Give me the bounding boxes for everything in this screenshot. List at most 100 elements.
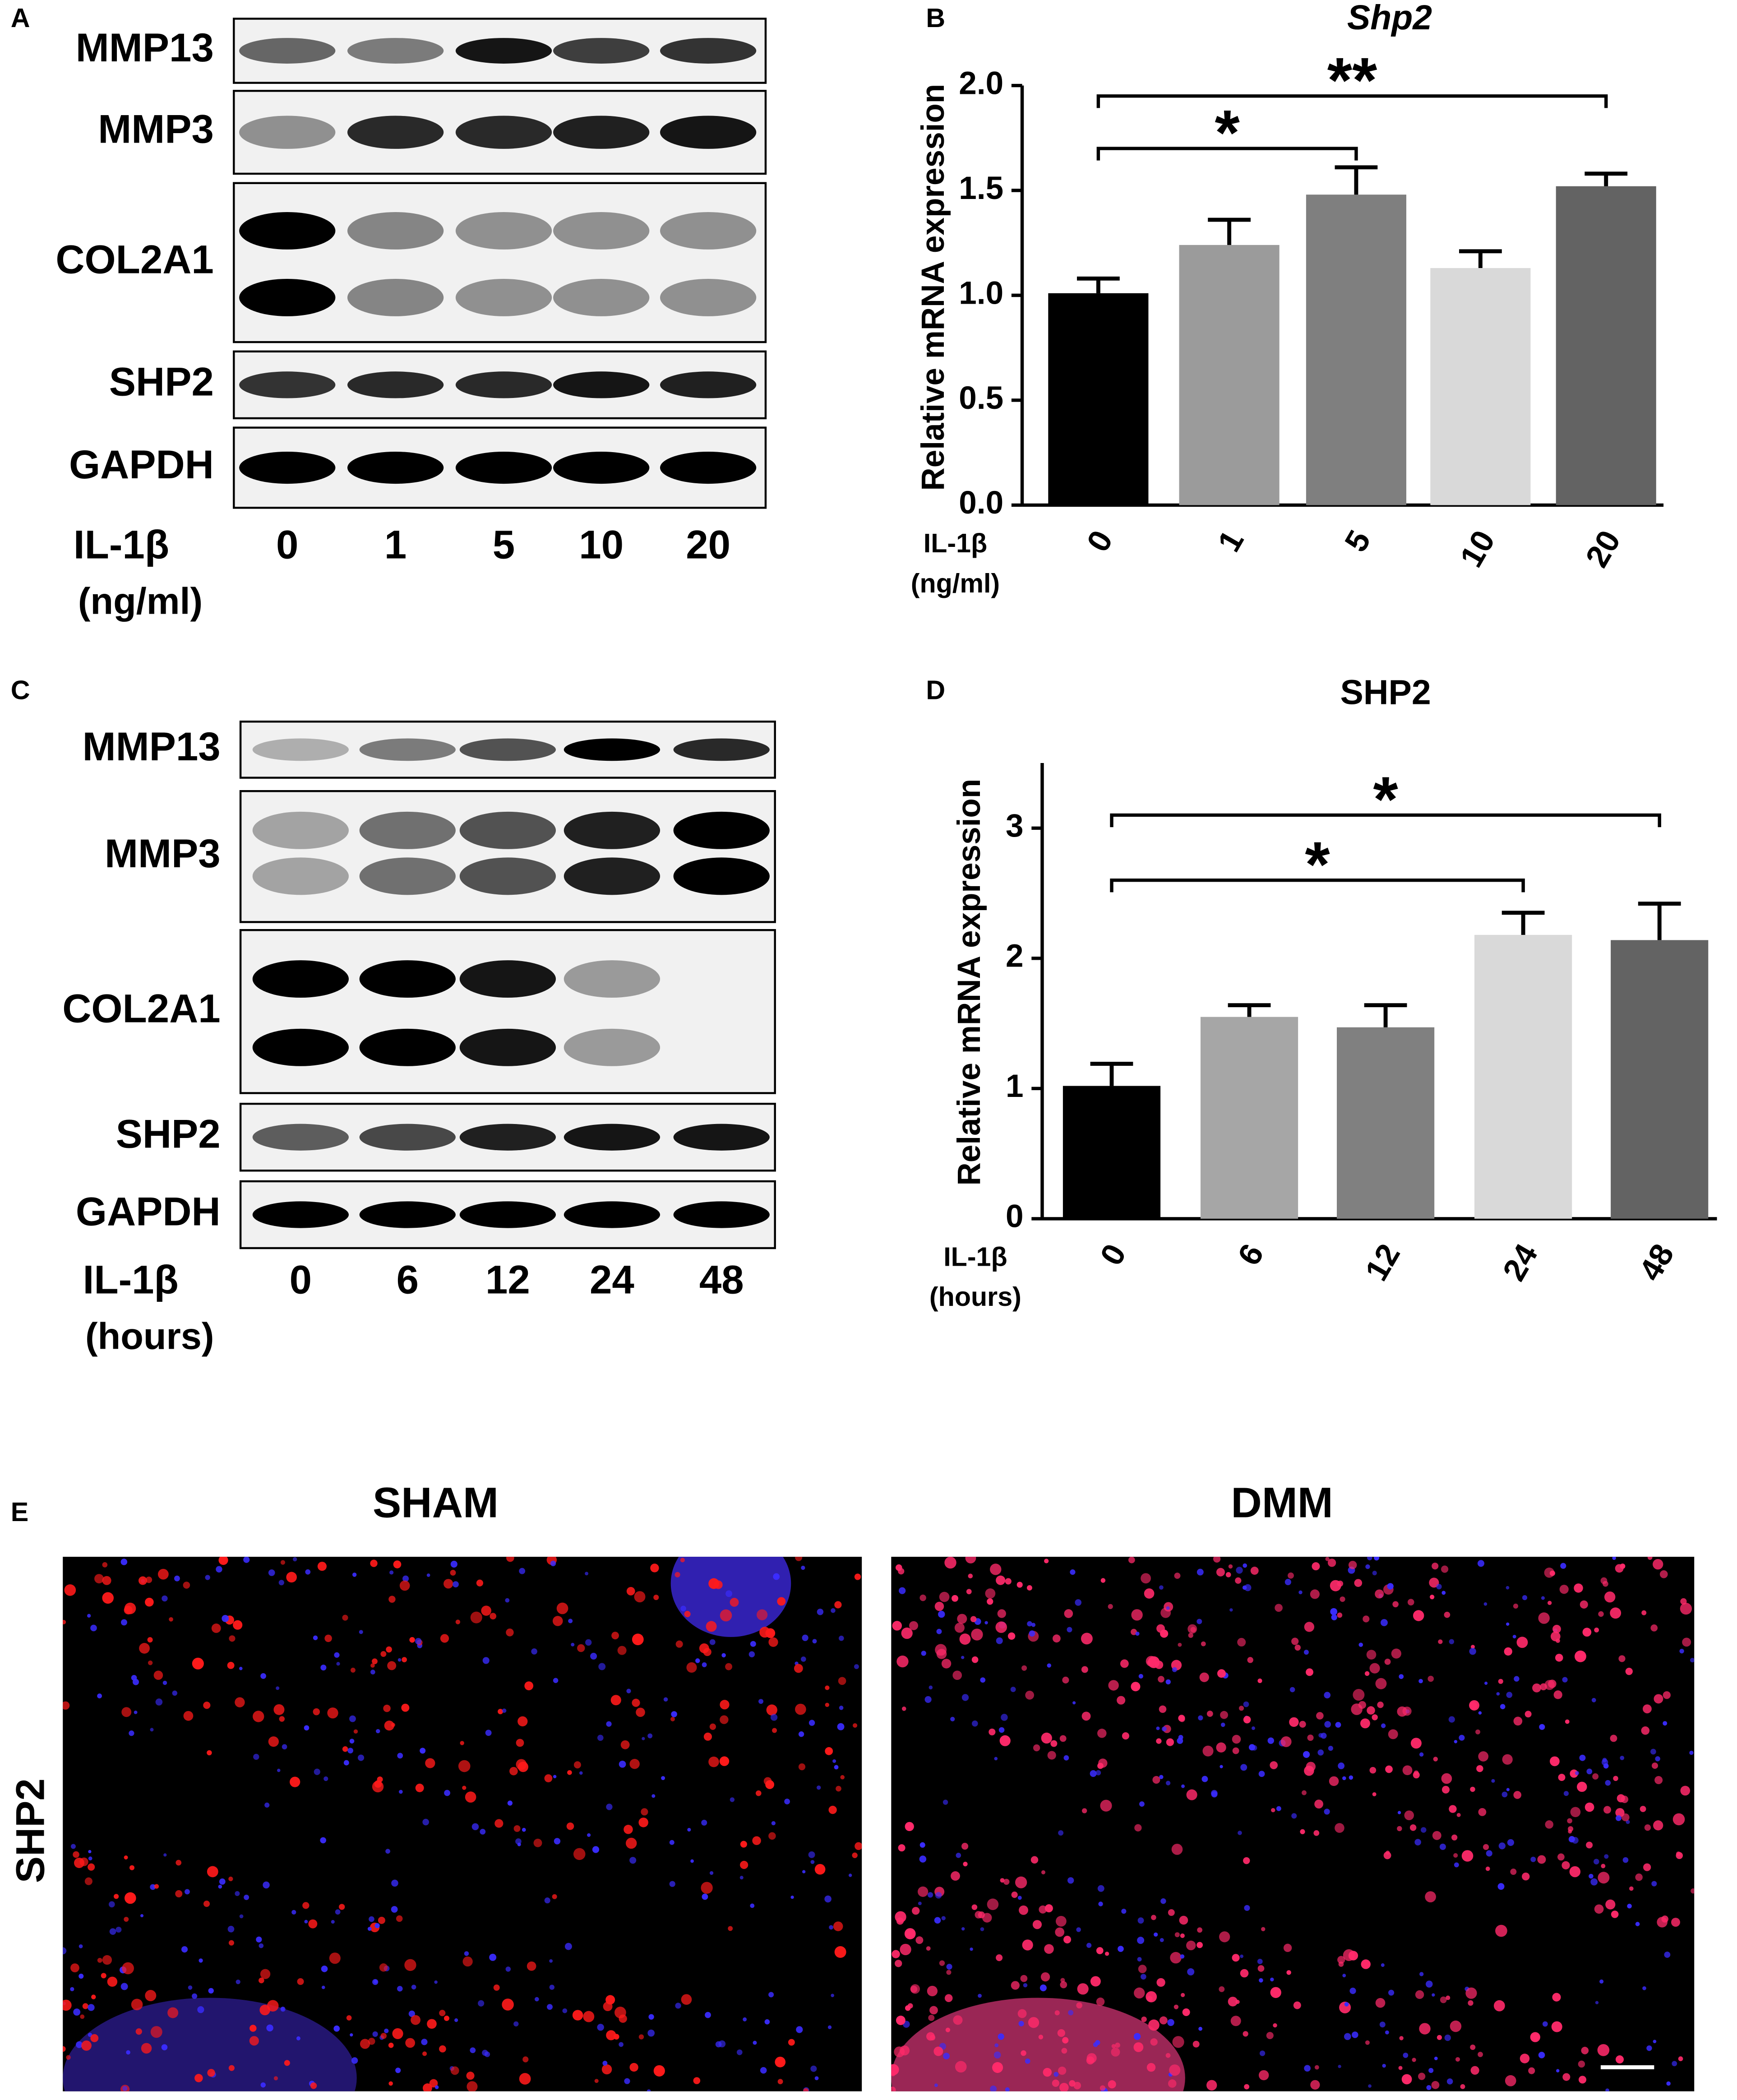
cell	[750, 1641, 756, 1647]
cell	[952, 1670, 962, 1680]
cell	[277, 1768, 281, 1772]
cell	[129, 1865, 134, 1870]
cell	[963, 1861, 968, 1867]
blot-band	[660, 116, 757, 149]
blot-band	[459, 1028, 556, 1066]
cell	[1557, 1853, 1565, 1861]
cell	[1108, 1680, 1119, 1691]
error-bar	[1501, 911, 1545, 935]
cell	[516, 1739, 524, 1747]
cell	[687, 1827, 691, 1832]
cell	[795, 1557, 803, 1561]
cell	[1021, 2050, 1026, 2056]
cell	[794, 1664, 803, 1673]
significance-label: *	[1373, 763, 1398, 835]
cell	[966, 1589, 972, 1595]
cell	[531, 1648, 537, 1655]
cell	[587, 1833, 591, 1837]
cell	[465, 1791, 476, 1803]
cell	[910, 1985, 918, 1993]
cell	[552, 1894, 557, 1899]
cell	[513, 2021, 519, 2027]
cell	[464, 1951, 469, 1956]
panel-label: D	[926, 675, 945, 705]
cell	[1019, 1905, 1029, 1915]
cell	[1275, 1604, 1283, 1612]
cell	[286, 1572, 297, 1583]
blot-band	[347, 116, 444, 149]
cell	[674, 1572, 680, 1577]
cell	[533, 1838, 542, 1847]
cell	[1478, 1751, 1489, 1762]
cell	[1141, 2016, 1147, 2022]
cell	[1454, 1862, 1459, 1868]
cell	[971, 1656, 979, 1663]
cell	[1025, 2058, 1030, 2064]
cell	[1586, 1841, 1593, 1849]
cell	[1100, 1578, 1106, 1583]
cell	[915, 1936, 924, 1944]
cell	[730, 1598, 739, 1607]
blot-band	[359, 1028, 456, 1066]
cell	[90, 2034, 99, 2042]
cell	[614, 2007, 626, 2018]
cell	[1160, 1938, 1164, 1943]
cell	[553, 1678, 559, 1683]
cell	[743, 2017, 747, 2021]
bar	[1556, 186, 1656, 505]
cell	[350, 1667, 356, 1673]
cell	[1444, 2034, 1451, 2041]
cell	[985, 1588, 996, 1599]
cell	[169, 1617, 173, 1622]
cell	[1237, 1637, 1246, 1647]
cell	[1441, 1785, 1450, 1794]
cell	[1659, 1570, 1668, 1578]
protein-label: MMP3	[105, 831, 221, 876]
cell	[1001, 1714, 1008, 1721]
chart-title: Shp2	[1347, 0, 1432, 37]
cell	[1294, 1644, 1301, 1651]
cell	[855, 1842, 862, 1850]
cell	[1168, 1909, 1175, 1916]
cell	[1478, 1808, 1487, 1816]
cell	[1388, 1989, 1395, 1996]
cell	[956, 1853, 961, 1858]
cell	[323, 1776, 328, 1781]
cell	[829, 1925, 833, 1930]
blot-band	[455, 279, 552, 316]
cell	[1172, 2036, 1184, 2048]
cell	[357, 1754, 365, 1761]
cell	[1093, 2042, 1098, 2047]
cell	[1181, 1784, 1185, 1788]
cell	[1252, 1745, 1257, 1751]
cell	[1303, 1650, 1309, 1655]
cell	[420, 1748, 426, 1754]
blot-band	[359, 857, 456, 895]
cell	[702, 1662, 707, 1667]
cell	[313, 1635, 318, 1640]
cell	[1585, 1802, 1594, 1812]
cell	[502, 1708, 507, 1713]
cell	[834, 1601, 842, 1609]
y-tick-label: 0	[1006, 1199, 1024, 1235]
significance-bracket	[1110, 878, 1525, 893]
cell	[1202, 1745, 1214, 1757]
cell	[825, 1747, 833, 1755]
cell	[222, 1614, 229, 1622]
cell	[629, 1857, 637, 1864]
cell	[1598, 1611, 1604, 1617]
x-tick-label: 12	[1358, 1238, 1407, 1287]
lane-label: 0	[276, 523, 298, 567]
cell	[342, 1746, 348, 1752]
cell	[938, 1610, 945, 1618]
cell	[1491, 1779, 1495, 1783]
cell	[1159, 1775, 1164, 1779]
cell	[1342, 1974, 1346, 1978]
cell	[1594, 1859, 1599, 1864]
cell	[802, 1634, 808, 1641]
cell	[1220, 1722, 1225, 1727]
cell	[1220, 1711, 1228, 1719]
blot-band	[359, 1201, 456, 1228]
cell	[194, 2074, 203, 2082]
y-tick-label: 3	[1006, 808, 1024, 844]
